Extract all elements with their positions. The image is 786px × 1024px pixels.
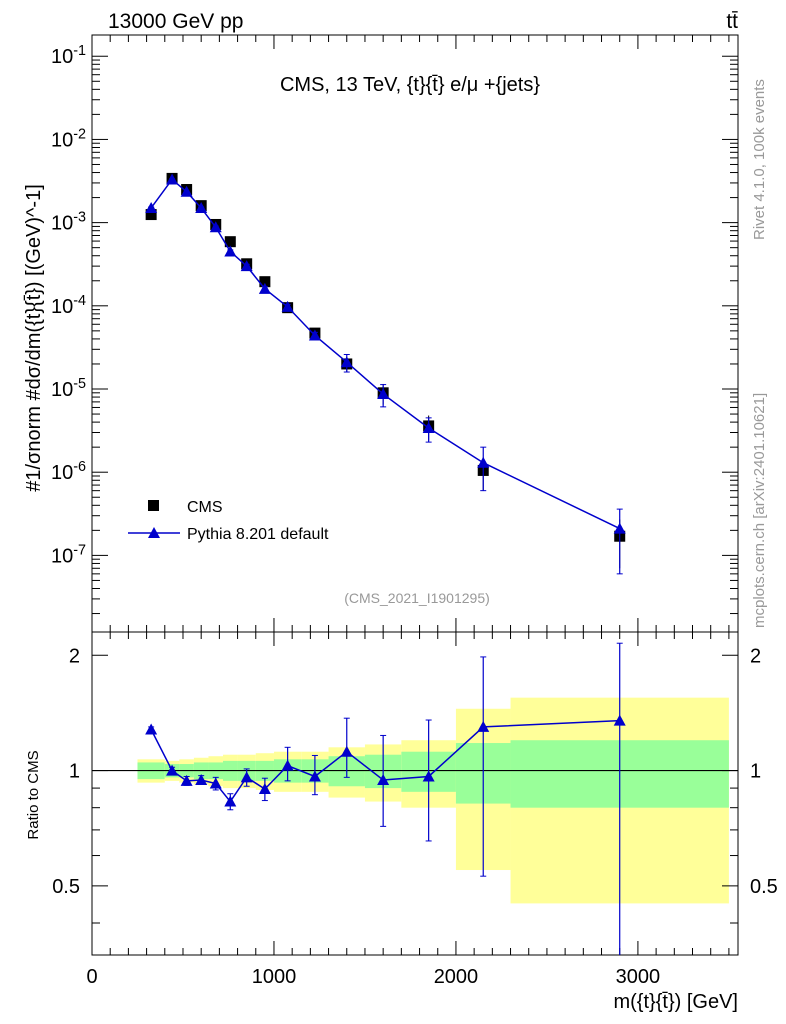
mc-point xyxy=(166,173,179,185)
ratio-y-axis-label: Ratio to CMS xyxy=(25,750,42,839)
y-tick-label: 10-7 xyxy=(51,542,86,567)
ratio-frame xyxy=(91,631,739,956)
mc-point xyxy=(477,456,490,468)
mc-point xyxy=(240,260,253,272)
mc-point xyxy=(308,329,321,341)
analysis-label: (CMS_2021_I1901295) xyxy=(344,590,490,606)
ratio-marks xyxy=(145,642,626,955)
ratio-tick-label-right: 2 xyxy=(750,645,761,667)
mc-ratio-point xyxy=(195,773,208,785)
mc-ratio-point xyxy=(180,774,193,786)
ratio-tick-label: 1 xyxy=(69,761,80,783)
main-marks xyxy=(145,172,626,575)
cms-point xyxy=(145,209,157,221)
y-tick-label: 10-2 xyxy=(51,126,86,151)
cms-point xyxy=(259,276,271,288)
mc-point xyxy=(377,388,390,400)
mc-ratio-point xyxy=(377,773,390,785)
ratio-tick-label-right: 1 xyxy=(750,761,761,783)
y-tick-label: 10-4 xyxy=(51,293,86,318)
ratio-tick-label: 2 xyxy=(69,645,80,667)
mc-point xyxy=(195,201,208,213)
main-axes: 10-7 10-6 10-5 10-4 10-3 10-2 10-1 xyxy=(51,34,739,633)
mc-ratio-point xyxy=(422,770,435,782)
cms-point xyxy=(224,236,236,248)
y-tick-label: 10-3 xyxy=(51,210,86,235)
mc-ratio-point xyxy=(224,795,237,807)
x-tick-label: 3000 xyxy=(616,966,661,988)
ratio-tick-label-right: 0.5 xyxy=(750,876,778,898)
mc-point xyxy=(224,245,237,257)
mc-ratio-point xyxy=(166,764,179,776)
legend-mc-label: Pythia 8.201 default xyxy=(187,526,329,543)
mc-ratio-point xyxy=(281,759,294,771)
rivet-label: Rivet 4.1.0, 100k events xyxy=(751,79,768,240)
mc-ratio-point xyxy=(613,714,626,726)
legend-mc-marker xyxy=(148,527,160,538)
ratio-tick-label: 0.5 xyxy=(52,876,80,898)
chart-title: CMS, 13 TeV, {t}{t̄} e/μ +{jets} xyxy=(280,74,540,96)
y-tick-label: 10-6 xyxy=(51,459,86,484)
header-right: tt̄ xyxy=(726,10,738,33)
mc-ratio-point xyxy=(145,723,158,735)
mc-point xyxy=(422,421,435,433)
mc-ratio-point xyxy=(340,745,353,757)
legend-cms-label: CMS xyxy=(187,499,223,516)
mc-ratio-point xyxy=(308,770,321,782)
mc-point xyxy=(209,221,222,233)
ratio-panel xyxy=(92,697,738,904)
x-tick-label: 0 xyxy=(86,966,97,988)
x-axis-label: m({t}{t̄}) [GeV] xyxy=(613,991,738,1013)
y-axis-label: #1/σnorm #dσ/dm({t}{t̄}) [(GeV)^-1] xyxy=(23,184,45,492)
mc-ratio-point xyxy=(477,720,490,732)
mc-point xyxy=(281,300,294,312)
x-tick-label: 1000 xyxy=(252,966,297,988)
legend: CMS Pythia 8.201 default xyxy=(128,499,329,543)
mc-ratio-point xyxy=(258,783,271,795)
mc-point xyxy=(145,201,158,213)
y-tick-label: 10-5 xyxy=(51,376,86,401)
x-tick-label: 2000 xyxy=(434,966,479,988)
y-tick-label: 10-1 xyxy=(51,43,86,68)
mc-ratio-point xyxy=(209,777,222,789)
mc-point xyxy=(613,522,626,534)
legend-cms-marker xyxy=(148,500,159,511)
mc-point xyxy=(340,356,353,368)
mc-point xyxy=(258,282,271,294)
mc-ratio-point xyxy=(240,771,253,783)
header-left: 13000 GeV pp xyxy=(108,10,243,33)
ratio-axes: 0 1000 2000 3000 0.5 0.5 1 1 2 2 xyxy=(52,631,778,988)
mcplots-label: mcplots.cern.ch [arXiv:2401.10621] xyxy=(751,393,768,628)
mc-point xyxy=(180,185,193,197)
